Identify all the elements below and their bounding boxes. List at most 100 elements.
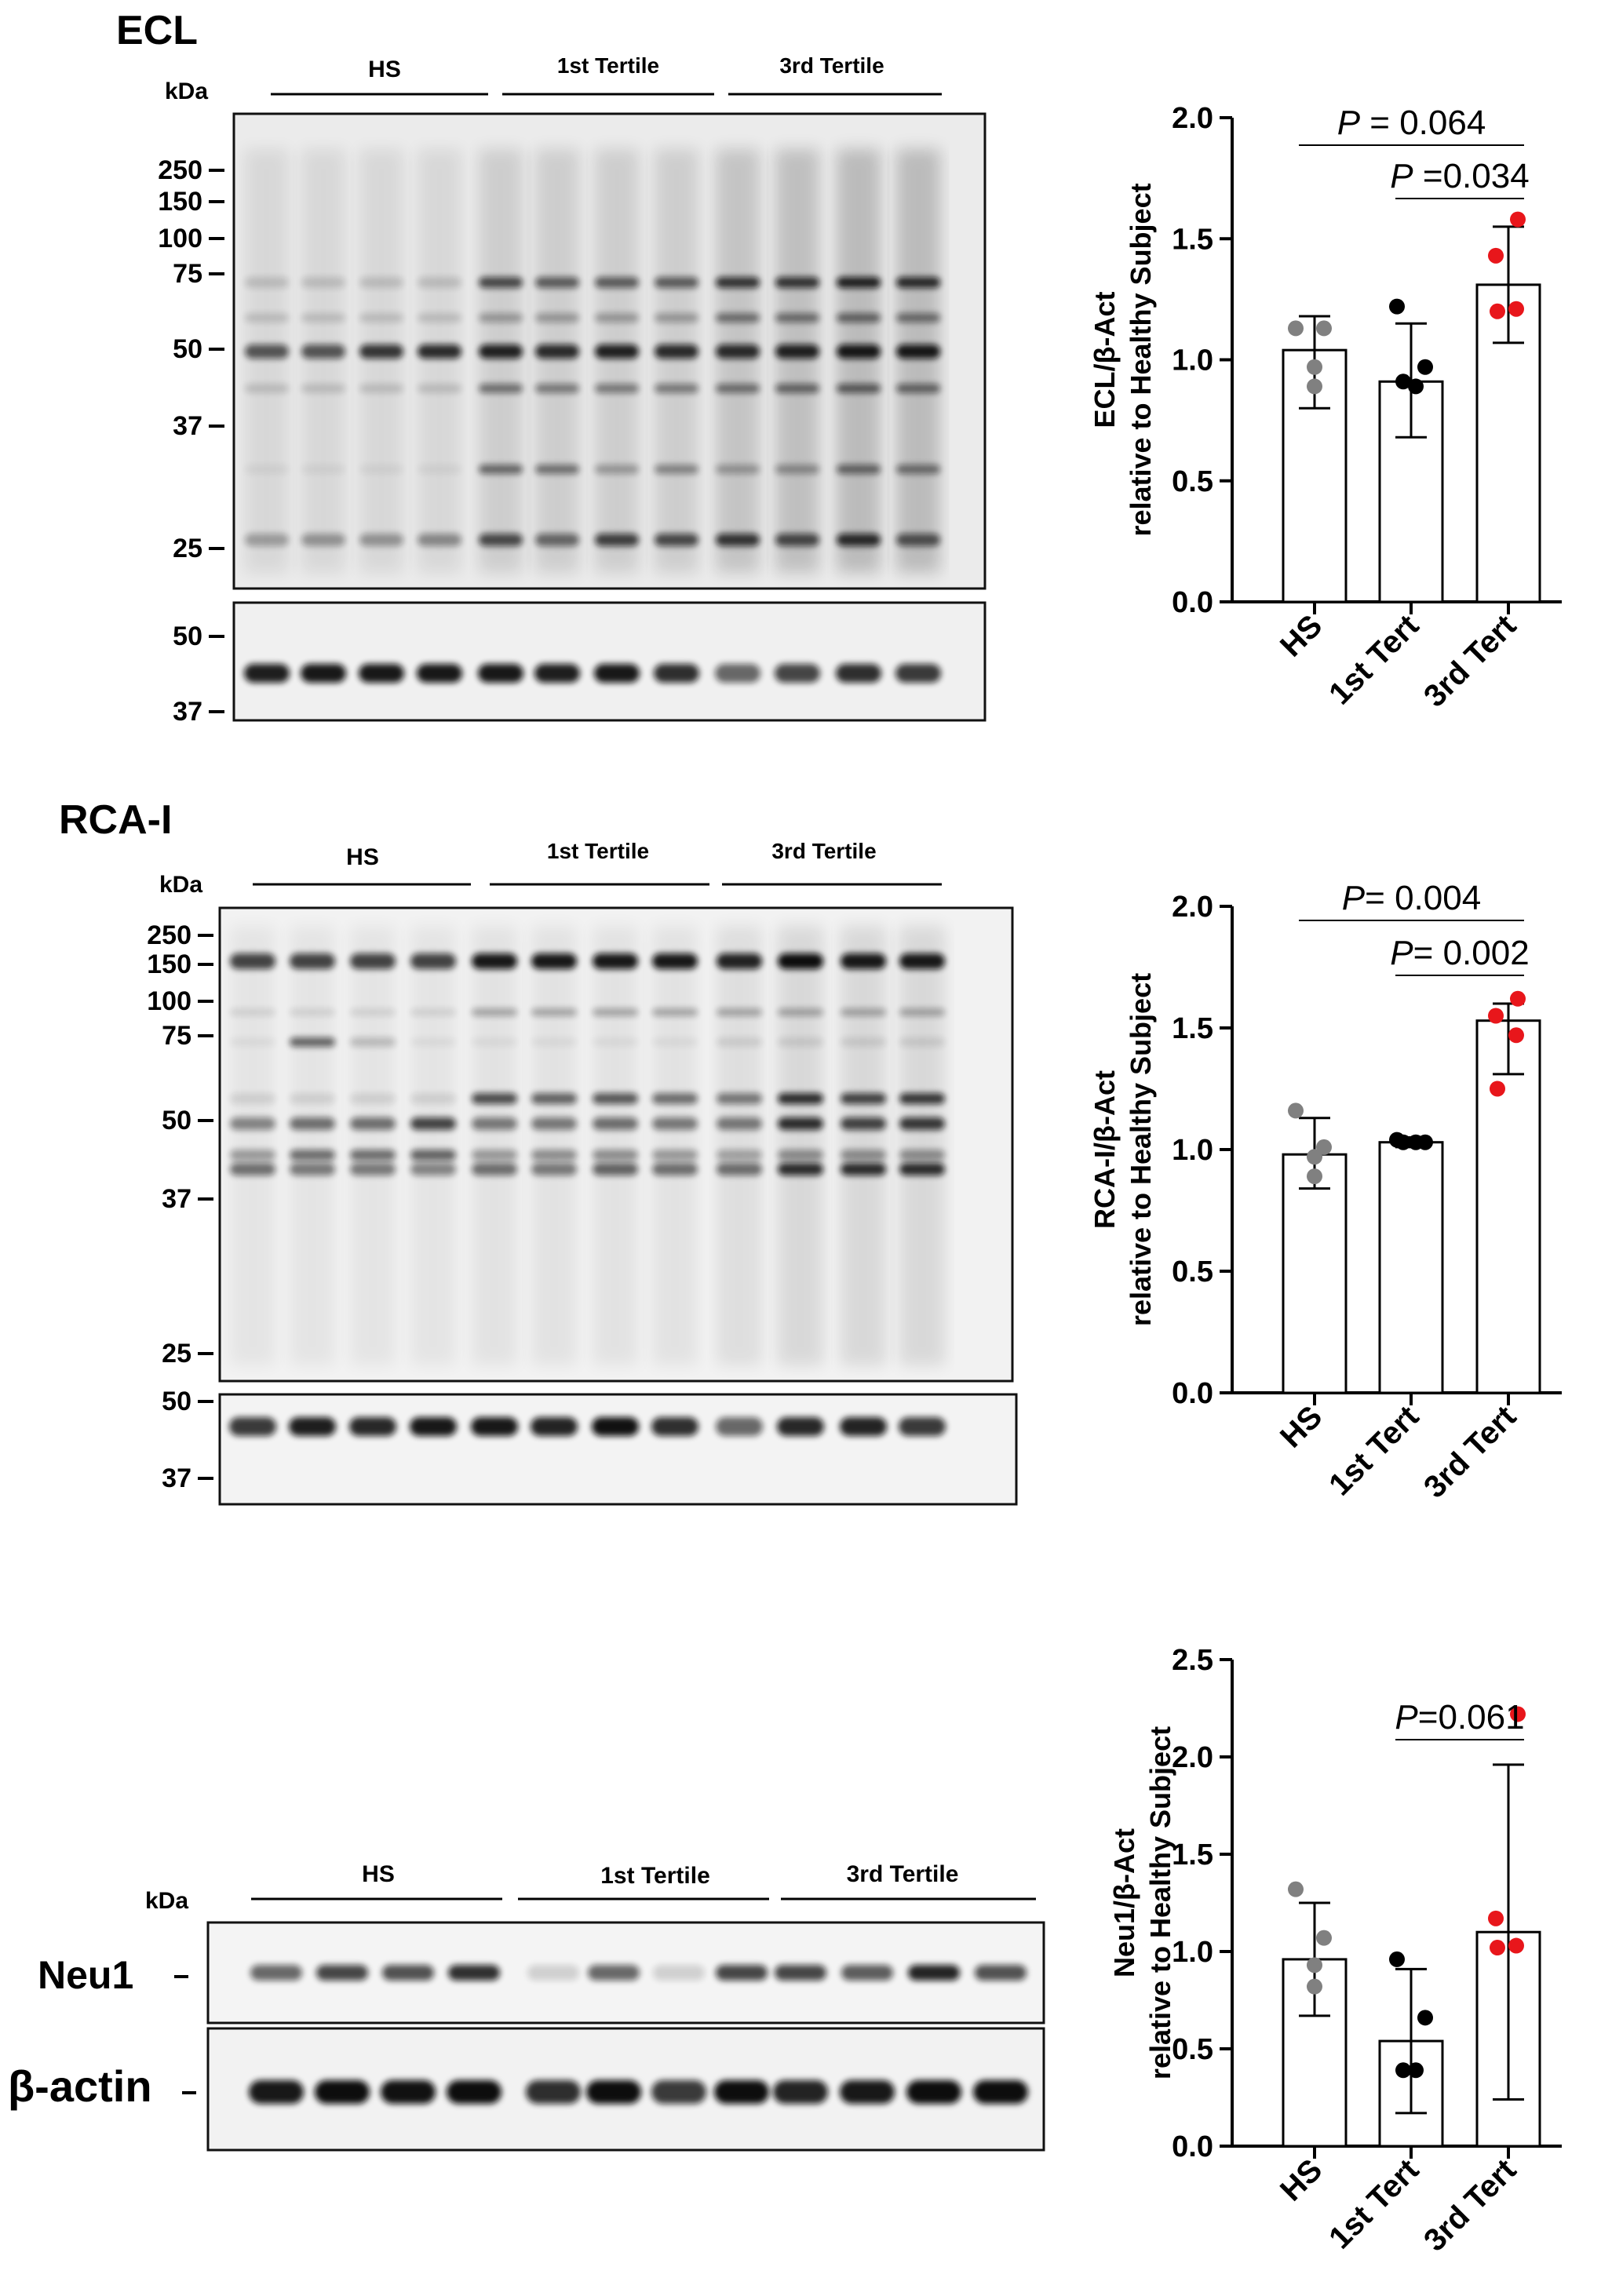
blot-band: [418, 313, 461, 323]
blot-band: [841, 1093, 886, 1104]
blot-band: [535, 277, 579, 288]
blot-band: [778, 1008, 823, 1016]
p-value-label: P= 0.002: [1390, 934, 1529, 972]
group-header-hs: HS: [271, 56, 488, 96]
blot-band: [535, 465, 579, 474]
blot-lane: [717, 926, 762, 1365]
marker-75: 75: [162, 1021, 213, 1051]
svg-text:250: 250: [158, 155, 202, 185]
blot-band: [531, 1008, 577, 1016]
data-point: [1408, 378, 1424, 395]
blot-band: [837, 534, 881, 546]
blot-band: [359, 465, 403, 474]
bar: [1282, 1153, 1348, 1394]
blot-band: [899, 953, 945, 969]
blot-band: [479, 313, 523, 323]
blot-lane: [840, 2080, 895, 2104]
blot-lane: [290, 926, 335, 1365]
blot-band: [778, 1117, 823, 1130]
blot-band: [837, 344, 881, 359]
blot-band: [837, 313, 881, 323]
blot-band: [418, 277, 461, 288]
blot-band: [594, 664, 640, 683]
blot-lane: [526, 2080, 581, 2104]
blot-band: [301, 313, 345, 323]
blot-band: [229, 1417, 276, 1436]
blot-band: [652, 1163, 698, 1175]
ecl-main-blot: [232, 112, 986, 590]
blot-band: [717, 1117, 762, 1130]
svg-text:25: 25: [173, 534, 202, 563]
y-tick-label: 0.0: [1172, 1377, 1213, 1410]
blot-band: [775, 534, 819, 546]
blot-lane: [651, 2080, 706, 2104]
blot-band: [841, 1008, 886, 1016]
blot-lane: [906, 2080, 961, 2104]
data-point: [1490, 1940, 1505, 1956]
group-label: 3rd Tertile: [779, 53, 884, 78]
data-point: [1508, 1937, 1524, 1954]
blot-lane: [908, 1965, 960, 1981]
blot-band: [593, 1008, 638, 1016]
ecl-bar-chart: 0.0 0.5 1.0 1.5 2.0 ECL/β-Act relative to Heal…: [1089, 102, 1562, 714]
blot-band: [593, 1117, 638, 1130]
p-value-label: P= 0.004: [1342, 879, 1481, 917]
bar: [1378, 1141, 1444, 1394]
group-label: 3rd Tertile: [847, 1861, 959, 1887]
blot-band: [593, 1037, 638, 1047]
data-point: [1508, 301, 1524, 317]
data-point: [1395, 374, 1411, 390]
blot-band: [527, 1965, 579, 1981]
blot-band: [717, 1150, 762, 1161]
blot-band: [595, 534, 639, 546]
blot-band: [716, 277, 760, 288]
blot-band: [653, 1965, 705, 1981]
blot-band: [837, 465, 881, 474]
y-tick-label: 2.0: [1172, 102, 1213, 135]
blot-band: [588, 1965, 640, 1981]
group-header-3rd-tertile: 3rd Tertile: [728, 53, 942, 96]
blot-band: [716, 534, 760, 546]
y-axis-label-line: relative to Healthy Subject: [1125, 973, 1157, 1326]
blot-band: [837, 384, 881, 393]
blot-band: [899, 1163, 945, 1175]
blot-band: [531, 1093, 577, 1104]
blot-band: [841, 1117, 886, 1130]
svg-text:Neu1: Neu1: [38, 1953, 133, 1997]
blot-band: [472, 1163, 517, 1175]
blot-band: [301, 277, 345, 288]
data-point: [1488, 1910, 1504, 1926]
kda-label: kDa: [159, 872, 202, 898]
y-tick-label: 0.5: [1172, 1256, 1213, 1288]
blot-band: [778, 1093, 823, 1104]
blot-band: [410, 953, 456, 969]
blot-band: [478, 664, 523, 683]
blot-band: [654, 664, 699, 683]
y-tick-label: 2.0: [1172, 891, 1213, 924]
marker-37-loading: 37: [173, 697, 224, 727]
group-label: 1st Tertile: [557, 53, 659, 78]
blot-band: [301, 384, 345, 393]
blot-lane: [652, 926, 698, 1365]
blot-band: [290, 1093, 335, 1104]
blot-lane: [588, 1965, 640, 1981]
blot-band: [716, 384, 760, 393]
blot-band: [717, 1163, 762, 1175]
blot-band: [531, 1417, 578, 1436]
blot-band: [479, 534, 523, 546]
svg-text:25: 25: [162, 1339, 191, 1368]
blot-band: [908, 1965, 960, 1981]
blot-band: [417, 664, 462, 683]
x-tick-label: HS: [1274, 608, 1329, 663]
svg-text:50: 50: [162, 1387, 191, 1416]
blot-band: [716, 344, 760, 359]
lane-smear: [290, 926, 335, 1365]
y-tick-label: 0.0: [1172, 586, 1213, 619]
p-symbol: P: [1390, 157, 1413, 195]
blot-band: [778, 1150, 823, 1161]
p-symbol: P: [1342, 879, 1366, 917]
data-point: [1488, 247, 1504, 264]
blot-band: [230, 1163, 275, 1175]
lane-smear: [652, 926, 698, 1365]
